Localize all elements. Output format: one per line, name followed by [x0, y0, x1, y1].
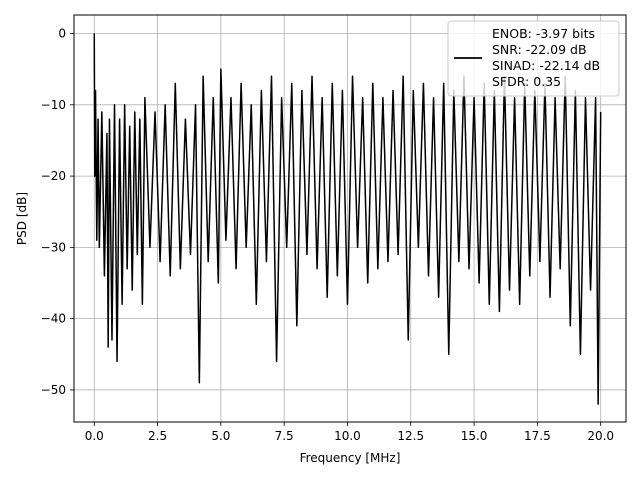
y-tick-label: 0 [58, 27, 66, 41]
x-tick-label: 7.5 [275, 429, 294, 443]
x-tick-label: 0.0 [85, 429, 104, 443]
plot-frame [73, 14, 627, 423]
y-tick-label: −40 [41, 312, 66, 326]
legend: ENOB: -3.97 bits SNR: -22.09 dB SINAD: -… [447, 20, 620, 97]
x-axis-label: Frequency [MHz] [300, 451, 401, 465]
y-tick-label: −10 [41, 98, 66, 112]
x-tick-label: 2.5 [148, 429, 167, 443]
tick-layer: 0.0 2.5 5.0 7.5 10.0 12.5 15.0 17.5 20.0 0 −10 −20 −… [41, 27, 614, 443]
legend-entry-enob: ENOB: -3.97 bits [492, 26, 595, 41]
legend-entry-sfdr: SFDR: 0.35 [492, 74, 561, 89]
y-tick-label: −20 [41, 169, 66, 183]
y-tick-label: −30 [41, 240, 66, 254]
x-tick-label: 10.0 [334, 429, 361, 443]
legend-entry-snr: SNR: -22.09 dB [492, 42, 587, 57]
x-tick-label: 5.0 [211, 429, 230, 443]
legend-entry-sinad: SINAD: -22.14 dB [492, 58, 600, 73]
series-layer [93, 33, 602, 405]
x-tick-label: 17.5 [524, 429, 551, 443]
legend-box [447, 20, 620, 97]
x-tick-label: 20.0 [587, 429, 614, 443]
psd-series-line [93, 33, 602, 405]
x-tick-label: 12.5 [397, 429, 424, 443]
y-axis-label: PSD [dB] [15, 192, 29, 245]
y-tick-label: −50 [41, 383, 66, 397]
x-tick-label: 15.0 [461, 429, 488, 443]
